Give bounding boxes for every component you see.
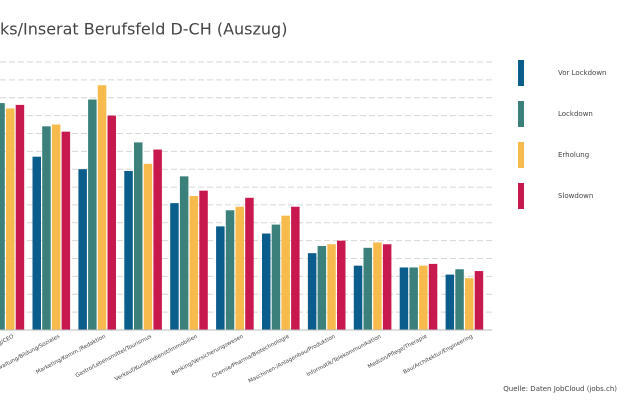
bar	[170, 203, 179, 330]
bar	[363, 247, 372, 330]
bar	[399, 267, 409, 330]
legend-swatch	[518, 60, 524, 86]
bar	[382, 244, 392, 330]
bar	[445, 274, 455, 330]
bar	[153, 149, 162, 330]
bar	[409, 267, 418, 330]
legend-label: Slowdown	[558, 192, 593, 200]
bar	[428, 263, 438, 330]
bar	[97, 85, 107, 330]
bar	[15, 104, 25, 330]
x-tick-label: Maschinen-/Anlagenbau/Produktion	[248, 334, 337, 385]
source-note: Quelle: Daten JobCloud (jobs.ch)	[503, 385, 617, 393]
bar	[51, 124, 61, 331]
bar	[455, 269, 464, 330]
bar	[61, 131, 71, 330]
x-tick-label: Verkauf/Kundendienst/Immobilien	[114, 334, 199, 383]
legend-label: Vor Lockdown	[558, 69, 606, 77]
bar	[419, 265, 428, 330]
legend-label: Lockdown	[558, 110, 593, 118]
bar	[88, 99, 97, 331]
bar	[6, 108, 15, 330]
bar	[42, 126, 51, 330]
x-tick-label: Gastro/Lebensmittel/Tourismus	[75, 334, 153, 379]
bar	[134, 142, 143, 330]
chart-title: ks/Inserat Berufsfeld D-CH (Auszug)	[0, 20, 287, 39]
bar	[262, 233, 271, 330]
bar	[0, 103, 5, 331]
bar	[353, 265, 363, 330]
bar	[78, 169, 87, 330]
bar	[199, 190, 208, 330]
x-tick-label: g/CEO	[0, 333, 16, 347]
bar	[216, 226, 225, 330]
bar	[124, 170, 133, 330]
bar	[235, 206, 244, 330]
bar	[327, 244, 336, 330]
legend-label: Erholung	[558, 151, 589, 159]
bar	[189, 196, 199, 330]
x-tick-label: Banking/Versicherungswesen	[171, 334, 245, 377]
bar	[373, 242, 382, 330]
bar	[245, 197, 254, 330]
x-tick-label: Informatik/Telekommunikation	[306, 334, 383, 379]
legend-swatch	[518, 142, 524, 168]
bar	[474, 271, 484, 330]
x-tick-label: Chemie/Pharma/Biotechnologie	[211, 334, 291, 380]
bar	[32, 156, 41, 330]
bar	[271, 224, 281, 330]
bar	[317, 246, 327, 330]
bar	[281, 215, 290, 330]
bar	[307, 253, 317, 330]
bar	[465, 278, 474, 330]
legend-swatch	[518, 101, 524, 127]
bar	[291, 206, 300, 330]
bar	[337, 240, 346, 330]
legend-swatch	[518, 183, 524, 209]
bar	[225, 210, 235, 330]
bar	[107, 115, 116, 330]
bar	[179, 176, 189, 330]
bar	[143, 163, 153, 330]
